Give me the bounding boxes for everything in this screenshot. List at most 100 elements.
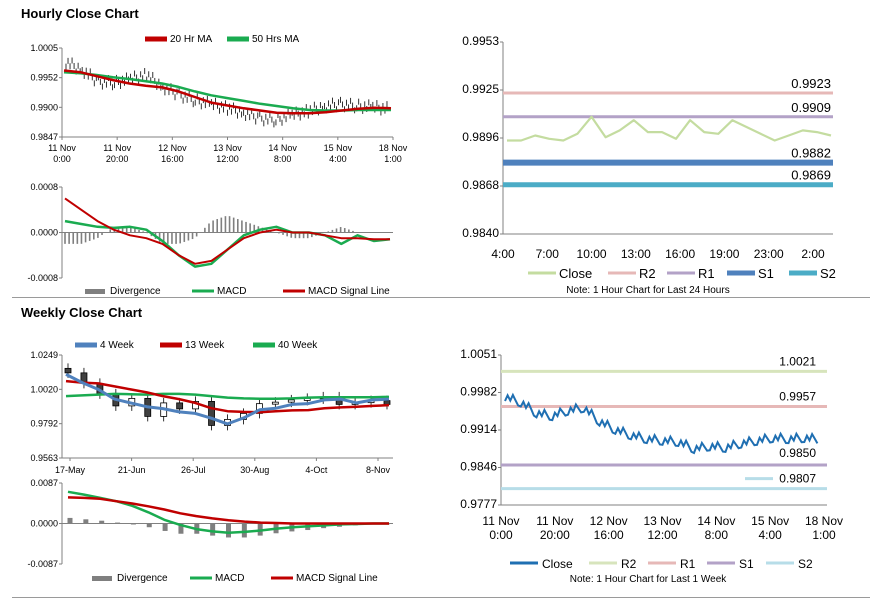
weekly-price-ytick-label: 0.9563 xyxy=(30,453,58,463)
weekly-levels-xtick-line: 0:00 xyxy=(489,528,513,542)
weekly-levels-ytick-label: 0.9982 xyxy=(460,385,497,399)
hourly-level-s2-label: 0.9869 xyxy=(791,168,831,183)
hourly-macd-ytick-label: -0.0008 xyxy=(27,273,58,283)
hourly-levels-note: Note: 1 Hour Chart for Last 24 Hours xyxy=(566,285,729,296)
weekly-price-xtick-label: 26-Jul xyxy=(181,465,206,475)
weekly-legend-4week-label: 4 Week xyxy=(100,340,135,351)
weekly-levels-xtick-line: 12 Nov xyxy=(590,514,628,528)
hourly-price-xtick-line: 12 Nov xyxy=(158,143,187,153)
weekly-divergence-bar xyxy=(210,523,216,536)
hourly-levels-legend-s1-label: S1 xyxy=(758,266,774,281)
weekly-40week-line xyxy=(65,392,390,400)
hourly-price-xtick-label: 15 Nov 4:00 xyxy=(324,143,353,164)
hourly-levels-xtick-label: 4:00 xyxy=(491,247,515,261)
hourly-price-xtick-line: 8:00 xyxy=(274,154,292,164)
weekly-levels-close-line xyxy=(504,392,819,455)
hourly-legend-divergence-label: Divergence xyxy=(110,286,161,297)
weekly-13week-line xyxy=(65,379,390,414)
hourly-levels-xtick-label: 2:00 xyxy=(801,247,825,261)
section-divider xyxy=(12,297,870,298)
weekly-level-r1-label: 0.9957 xyxy=(779,389,816,403)
weekly-levels-ytick-label: 0.9914 xyxy=(460,422,497,436)
weekly-levels-legend-close-label: Close xyxy=(542,557,573,571)
weekly-levels-legend-s1-label: S1 xyxy=(739,557,754,571)
hourly-signal-line xyxy=(64,197,390,265)
weekly-macd-ytick-label: 0.0087 xyxy=(30,478,58,488)
weekly-divergence-bar xyxy=(241,523,247,538)
weekly-levels-xtick-line: 14 Nov xyxy=(697,514,735,528)
hourly-price-xtick-label: 13 Nov 12:00 xyxy=(213,143,242,164)
weekly-candle-body xyxy=(64,367,72,374)
weekly-levels-xtick-label: 12 Nov 16:00 xyxy=(590,514,628,542)
hourly-price-xtick-line: 18 Nov xyxy=(379,143,408,153)
hourly-section-title: Hourly Close Chart xyxy=(21,6,139,21)
hourly-levels-xtick-label: 23:00 xyxy=(754,247,784,261)
hourly-levels-ytick-label: 0.9868 xyxy=(462,178,499,192)
hourly-macd-ytick-label: 0.0000 xyxy=(30,228,58,238)
weekly-price-xtick-label: 8-Nov xyxy=(366,465,391,475)
weekly-levels-xtick-line: 15 Nov xyxy=(751,514,789,528)
hourly-levels-xtick-label: 16:00 xyxy=(665,247,695,261)
hourly-price-xtick-label: 11 Nov 0:00 xyxy=(48,143,76,164)
hourly-price-xtick-line: 11 Nov xyxy=(103,143,131,153)
weekly-price-xtick-label: 17-May xyxy=(55,465,86,475)
hourly-macd-ytick-label: 0.0008 xyxy=(30,182,58,192)
hourly-levels-xtick-label: 10:00 xyxy=(577,247,607,261)
hourly-legend-signal-label: MACD Signal Line xyxy=(308,286,390,297)
weekly-levels-xtick-line: 13 Nov xyxy=(643,514,681,528)
hourly-price-xtick-line: 13 Nov xyxy=(213,143,242,153)
weekly-levels-xtick-label: 13 Nov 12:00 xyxy=(643,514,681,542)
hourly-price-xtick-line: 4:00 xyxy=(329,154,347,164)
weekly-legend-divergence-label: Divergence xyxy=(117,573,168,584)
hourly-levels-xtick-label: 7:00 xyxy=(536,247,560,261)
weekly-legend-macd-label: MACD xyxy=(215,573,244,584)
weekly-divergence-bar xyxy=(83,519,89,524)
hourly-price-xtick-line: 0:00 xyxy=(53,154,71,164)
weekly-levels-xtick-line: 1:00 xyxy=(812,528,836,542)
hourly-price-ytick-label: 0.9900 xyxy=(30,102,58,112)
hourly-level-s1-label: 0.9882 xyxy=(791,146,831,161)
weekly-levels-legend-r2-label: R2 xyxy=(621,557,637,571)
hourly-levels-ytick-label: 0.9925 xyxy=(462,82,499,96)
hourly-price-xtick-line: 20:00 xyxy=(106,154,129,164)
weekly-level-r2-label: 1.0021 xyxy=(779,354,816,368)
weekly-levels-xtick-label: 11 Nov 20:00 xyxy=(536,514,573,542)
hourly-levels-xtick-label: 19:00 xyxy=(709,247,739,261)
weekly-levels-ytick-label: 1.0051 xyxy=(460,347,497,361)
weekly-levels-legend-r1-label: R1 xyxy=(680,557,696,571)
weekly-macd-ytick-label: 0.0000 xyxy=(30,519,58,529)
hourly-price-xtick-line: 15 Nov xyxy=(324,143,353,153)
hourly-levels-ytick-label: 0.9896 xyxy=(462,130,499,144)
hourly-price-xtick-label: 11 Nov 20:00 xyxy=(103,143,131,164)
weekly-divergence-bar xyxy=(226,523,231,538)
hourly-levels-ytick-label: 0.9840 xyxy=(462,226,499,240)
weekly-levels-xtick-line: 8:00 xyxy=(705,528,729,542)
weekly-divergence-bar xyxy=(162,523,168,531)
weekly-levels-xtick-line: 20:00 xyxy=(540,528,570,542)
hourly-levels-close-line xyxy=(507,115,832,142)
weekly-divergence-bar xyxy=(115,522,121,524)
hourly-price-xtick-label: 12 Nov 16:00 xyxy=(158,143,187,164)
hourly-legend-50hr-label: 50 Hrs MA xyxy=(252,34,300,45)
weekly-levels-xtick-line: 4:00 xyxy=(758,528,782,542)
weekly-price-xtick-label: 30-Aug xyxy=(240,465,269,475)
hourly-price-xtick-line: 11 Nov xyxy=(48,143,76,153)
hourly-legend-macd-label: MACD xyxy=(217,286,246,297)
weekly-legend-divergence-swatch xyxy=(92,576,112,581)
hourly-20hr-ma-line xyxy=(63,69,392,115)
hourly-level-r1-label: 0.9909 xyxy=(791,100,831,115)
hourly-price-xtick-line: 14 Nov xyxy=(268,143,297,153)
hourly-levels-ytick-label: 0.9953 xyxy=(462,34,499,48)
hourly-legend-20hr-label: 20 Hr MA xyxy=(170,34,213,45)
weekly-divergence-bar xyxy=(67,517,73,524)
weekly-legend-signal-label: MACD Signal Line xyxy=(296,573,378,584)
weekly-macd-ytick-label: -0.0087 xyxy=(27,559,58,569)
weekly-candle-body xyxy=(271,401,279,405)
hourly-levels-legend-r2-label: R2 xyxy=(639,266,656,281)
weekly-levels-xtick-line: 18 Nov xyxy=(805,514,843,528)
hourly-levels-legend-r1-label: R1 xyxy=(698,266,715,281)
weekly-legend-40week-label: 40 Week xyxy=(278,340,318,351)
weekly-levels-xtick-line: 11 Nov xyxy=(482,514,519,528)
